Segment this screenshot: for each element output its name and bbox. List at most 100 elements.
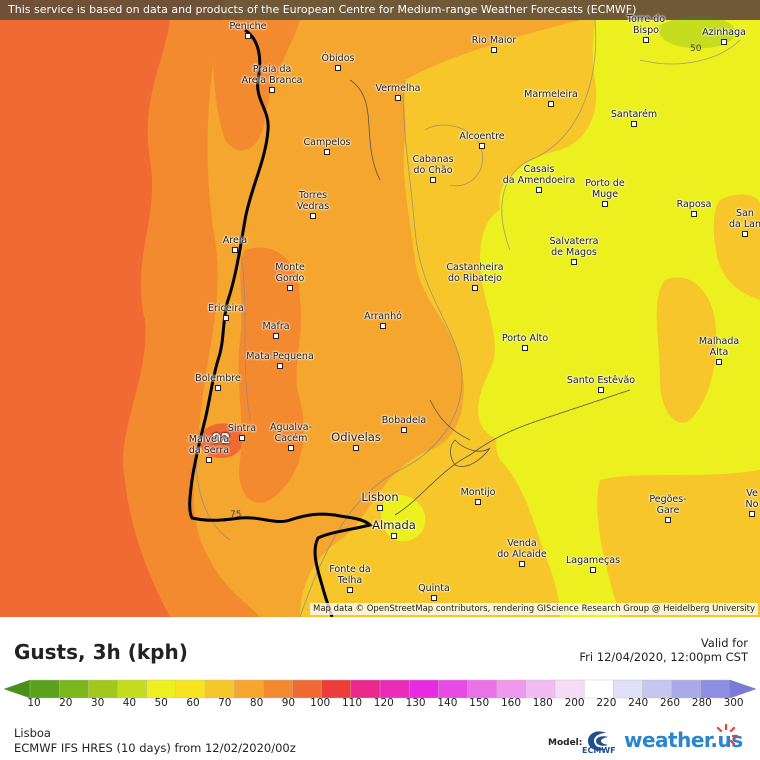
- scale-tick-label: 20: [59, 697, 73, 709]
- city-marker: [749, 511, 755, 517]
- scale-tick-label: 260: [659, 697, 681, 709]
- city-label: Santo Estêvão: [566, 375, 636, 386]
- city-marker: [643, 37, 649, 43]
- city-marker: [665, 517, 671, 523]
- color-scale-bar: [3, 679, 757, 699]
- city-label: Campelos: [303, 137, 351, 148]
- scale-low-arrow: [3, 679, 31, 699]
- city-label: Óbidos: [321, 53, 355, 64]
- scale-swatch: [467, 679, 498, 699]
- scale-tick-label: 200: [564, 697, 585, 709]
- city-label: Rio Maior: [471, 35, 517, 46]
- scale-tick-label: 70: [218, 697, 232, 709]
- city-marker: [215, 385, 221, 391]
- scale-tick-label: 130: [405, 697, 426, 709]
- city-label: Bobadela: [381, 415, 427, 426]
- city-marker: [522, 345, 528, 351]
- city-marker: [269, 87, 275, 93]
- city-label: Lagameças: [565, 555, 621, 566]
- city-marker: [742, 231, 748, 237]
- city-label: Marmeleira: [524, 89, 578, 100]
- city-label: Porto Alto: [501, 333, 549, 344]
- scale-swatch: [350, 679, 381, 699]
- city-marker: [472, 285, 478, 291]
- city-marker: [536, 187, 542, 193]
- scale-swatch: [58, 679, 90, 699]
- model-run: ECMWF IFS HRES (10 days) from 12/02/2020…: [14, 741, 296, 755]
- city-marker: [590, 567, 596, 573]
- scale-tick-label: 110: [341, 697, 363, 709]
- city-marker: [377, 505, 383, 511]
- city-label: Santarém: [610, 109, 658, 120]
- scale-tick-label: 40: [122, 697, 137, 709]
- scale-tick-label: 220: [596, 697, 617, 709]
- city-marker: [347, 587, 353, 593]
- scale-tick-label: 10: [27, 697, 41, 709]
- city-marker: [598, 387, 604, 393]
- city-label: Porto de Muge: [585, 178, 625, 200]
- city-marker: [391, 533, 397, 539]
- city-label: Salvaterra de Magos: [549, 236, 599, 258]
- city-marker: [324, 149, 330, 155]
- city-marker: [206, 457, 212, 463]
- city-label: Mata Pequena: [246, 351, 314, 362]
- scale-swatch: [408, 679, 440, 699]
- valid-time: Valid for Fri 12/04/2020, 12:00pm CST: [579, 636, 748, 664]
- city-marker: [479, 143, 485, 149]
- max-gust-marker: 92: [212, 432, 231, 447]
- city-label: Quinta: [418, 583, 450, 594]
- city-marker: [395, 95, 401, 101]
- city-label: Casais da Amendoeira: [502, 164, 576, 186]
- scale-swatch: [438, 679, 469, 699]
- city-label: Malhada Alta: [698, 336, 740, 358]
- city-marker: [353, 445, 359, 451]
- scale-swatch: [671, 679, 702, 699]
- city-marker: [380, 323, 386, 329]
- city-label: Vermelha: [375, 83, 421, 94]
- scale-swatch: [583, 679, 615, 699]
- scale-swatch: [233, 679, 265, 699]
- city-label: Peniche: [229, 21, 267, 32]
- city-marker: [631, 121, 637, 127]
- city-label: Almada: [372, 518, 416, 532]
- scale-tick-label: 80: [249, 697, 264, 709]
- city-label: Odivelas: [331, 430, 381, 444]
- contour-label-50: 50: [690, 44, 702, 54]
- scale-swatch: [496, 679, 527, 699]
- city-label: Azinhaga: [702, 27, 746, 38]
- sun-icon: [716, 723, 739, 746]
- city-label: Torres Vedras: [296, 190, 330, 212]
- scale-tick-label: 60: [186, 697, 200, 709]
- city-marker: [602, 201, 608, 207]
- city-marker: [721, 39, 727, 45]
- legend-panel: [0, 617, 760, 760]
- location-name: Lisboa: [14, 726, 51, 740]
- scale-tick-label: 100: [310, 697, 331, 709]
- city-label: Arranhó: [364, 311, 402, 322]
- city-marker: [691, 211, 697, 217]
- city-marker: [239, 435, 245, 441]
- city-label: Malveira da Serra: [188, 434, 230, 456]
- weather-us-logo[interactable]: weather.us: [624, 728, 743, 752]
- forecast-map[interactable]: This service is based on data and produc…: [0, 0, 760, 617]
- city-marker: [430, 177, 436, 183]
- scale-swatch: [204, 679, 235, 699]
- city-marker: [273, 333, 279, 339]
- city-label: Praia da Areia Branca: [241, 64, 303, 86]
- city-marker: [310, 213, 316, 219]
- city-label: Torre do Bispo: [626, 14, 666, 36]
- scale-tick-label: 150: [469, 697, 490, 709]
- ecmwf-logo-icon: [588, 731, 608, 751]
- city-marker: [431, 595, 437, 601]
- ecmwf-logo-text: ECMWF: [582, 746, 616, 755]
- scale-swatch: [29, 679, 60, 699]
- city-marker: [288, 445, 294, 451]
- city-marker: [223, 315, 229, 321]
- city-label: Venda do Alcaide: [497, 538, 547, 560]
- city-label: Agualva- Cacém: [270, 422, 312, 444]
- valid-datetime: Fri 12/04/2020, 12:00pm CST: [579, 650, 748, 664]
- map-attribution: Map data © OpenStreetMap contributors, r…: [310, 603, 758, 615]
- scale-swatch: [117, 679, 148, 699]
- city-label: Bolembre: [195, 373, 241, 384]
- city-marker: [277, 363, 283, 369]
